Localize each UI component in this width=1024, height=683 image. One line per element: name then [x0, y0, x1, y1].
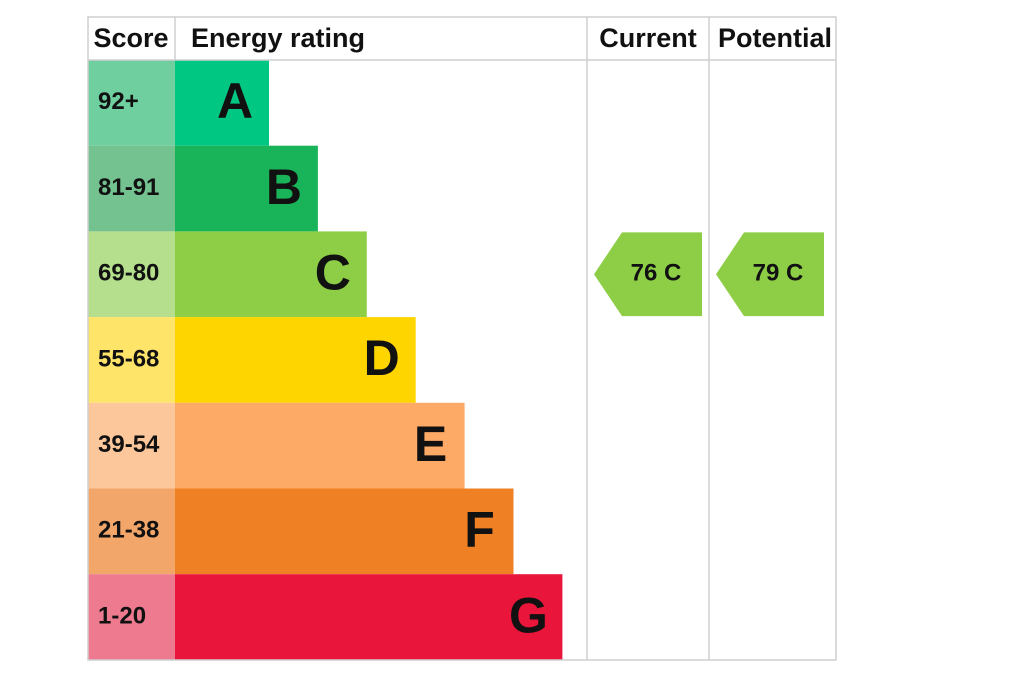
header-rating: Energy rating — [191, 23, 365, 53]
band-letter: B — [266, 159, 302, 215]
score-range: 81-91 — [98, 174, 159, 201]
score-range: 21-38 — [98, 517, 159, 544]
band-letter: F — [464, 502, 495, 558]
score-range: 55-68 — [98, 345, 159, 372]
band-bar — [175, 60, 269, 146]
band-bar — [175, 231, 367, 318]
band-bar — [175, 402, 465, 489]
band-bar — [175, 145, 318, 232]
band-letter: E — [414, 416, 447, 472]
score-range: 39-54 — [98, 431, 160, 458]
grid — [87, 16, 837, 661]
rating-label: 79 C — [753, 260, 804, 287]
band-letter: A — [217, 73, 253, 129]
score-cell — [88, 402, 175, 489]
band-bar — [175, 317, 416, 403]
rating-label: 76 C — [631, 260, 682, 287]
header-current: Current — [599, 23, 697, 53]
band-bar — [175, 574, 563, 660]
band-letter: G — [509, 587, 548, 643]
header-score: Score — [93, 23, 168, 53]
score-range: 69-80 — [98, 260, 159, 287]
band-letter: C — [315, 244, 351, 300]
score-cell — [88, 60, 175, 146]
band-letter: D — [364, 330, 400, 386]
rating-arrow — [716, 232, 824, 317]
band-bar — [175, 488, 514, 575]
score-cell — [88, 145, 175, 232]
score-range: 92+ — [98, 88, 139, 115]
score-range: 1-20 — [98, 602, 146, 629]
frame — [87, 16, 837, 661]
score-cell — [88, 317, 175, 403]
header-potential: Potential — [718, 23, 832, 53]
score-cell — [88, 574, 175, 660]
rating-arrow — [594, 232, 702, 317]
score-cell — [88, 231, 175, 318]
score-cell — [88, 488, 175, 575]
